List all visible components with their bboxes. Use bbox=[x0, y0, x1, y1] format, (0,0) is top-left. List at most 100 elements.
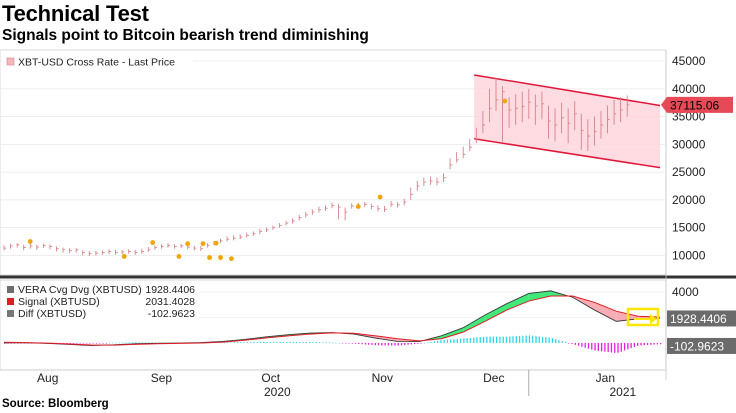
price-bar bbox=[443, 173, 446, 183]
diff-histogram-bar bbox=[610, 342, 613, 353]
diff-histogram-bar bbox=[620, 342, 622, 352]
price-bar bbox=[377, 205, 381, 212]
diff-histogram-bar bbox=[646, 342, 649, 345]
signal-marker bbox=[355, 204, 361, 209]
diff-histogram-bar bbox=[364, 342, 367, 345]
diff-histogram-bar bbox=[236, 342, 239, 343]
diff-histogram-bar bbox=[138, 342, 140, 343]
price-bar bbox=[449, 158, 453, 170]
price-bar bbox=[311, 209, 315, 215]
price-y-tick-label: 20000 bbox=[672, 193, 706, 207]
price-bar bbox=[593, 116, 597, 146]
chart-title: Technical Test bbox=[2, 1, 149, 26]
signal-marker bbox=[218, 255, 223, 260]
diff-histogram-bar bbox=[295, 341, 298, 343]
diff-histogram-bar bbox=[95, 342, 98, 344]
diff-histogram-bar bbox=[407, 342, 409, 345]
price-bar bbox=[23, 244, 26, 251]
diff-histogram-bar bbox=[82, 342, 85, 344]
x-month-label: Oct bbox=[261, 371, 280, 385]
price-bar bbox=[613, 99, 617, 125]
diff-histogram-bar bbox=[118, 342, 121, 344]
diff-histogram-bar bbox=[230, 342, 232, 343]
diff-histogram-bar bbox=[505, 336, 508, 343]
price-bar bbox=[174, 244, 177, 249]
diff-histogram-bar bbox=[322, 342, 324, 343]
last-price-value: 37115.06 bbox=[670, 98, 719, 112]
diff-histogram-bar bbox=[335, 342, 337, 344]
price-bar bbox=[88, 250, 92, 256]
diff-histogram-bar bbox=[518, 335, 521, 343]
price-bar bbox=[548, 105, 551, 139]
diff-histogram-bar bbox=[545, 337, 547, 343]
diff-histogram-bar bbox=[302, 341, 304, 343]
diff-histogram-bar bbox=[72, 342, 75, 344]
diff-histogram-bar bbox=[574, 342, 577, 345]
price-bar bbox=[370, 203, 374, 210]
diff-histogram-bar bbox=[499, 336, 501, 343]
diff-histogram-bar bbox=[587, 342, 590, 349]
price-bar bbox=[279, 223, 282, 228]
diff-histogram-bar bbox=[430, 341, 432, 343]
x-month-label: Aug bbox=[37, 371, 58, 385]
price-bar bbox=[292, 218, 295, 224]
diff-histogram-bar bbox=[69, 342, 71, 344]
diff-histogram-bar bbox=[440, 340, 442, 343]
diff-histogram-bar bbox=[305, 341, 308, 343]
diff-histogram-bar bbox=[558, 340, 560, 343]
indicator-legend-label: Signal (XBTUSD) bbox=[18, 296, 100, 308]
diff-histogram-bar bbox=[86, 342, 88, 344]
highlight-arrow bbox=[634, 314, 657, 324]
diff-histogram-bar bbox=[443, 339, 445, 343]
last-price-tag-pointer bbox=[661, 96, 667, 113]
indicator-legend-swatch bbox=[7, 298, 14, 305]
price-bar bbox=[16, 243, 20, 248]
diff-histogram-bar bbox=[594, 342, 596, 351]
vera-value-label: 1928.4406 bbox=[670, 312, 727, 326]
diff-histogram-bar bbox=[623, 342, 626, 351]
cvg-dvg-fill bbox=[485, 303, 507, 322]
price-bar bbox=[462, 146, 466, 159]
diff-histogram-bar bbox=[607, 342, 609, 353]
price-bar bbox=[416, 180, 420, 191]
price-bar bbox=[436, 177, 440, 186]
price-bar bbox=[265, 227, 269, 233]
price-bar bbox=[154, 245, 158, 250]
diff-histogram-bar bbox=[341, 342, 344, 344]
x-month-label: Jan bbox=[596, 371, 615, 385]
diff-histogram-bar bbox=[397, 342, 399, 346]
diff-histogram-bar bbox=[315, 342, 317, 343]
price-bar bbox=[600, 111, 604, 139]
price-bar bbox=[344, 207, 348, 221]
price-legend-label: XBT-USD Cross Rate - Last Price bbox=[18, 57, 175, 69]
price-bar bbox=[10, 243, 13, 249]
cvg-dvg-fill bbox=[463, 315, 486, 333]
price-bar bbox=[121, 249, 125, 255]
diff-histogram-bar bbox=[617, 342, 619, 353]
diff-histogram-bar bbox=[492, 336, 495, 343]
price-bar bbox=[220, 238, 223, 244]
diff-histogram-bar bbox=[509, 336, 511, 343]
diff-histogram-bar bbox=[361, 342, 363, 345]
signal-marker bbox=[213, 240, 219, 246]
diff-histogram-bar bbox=[102, 342, 104, 344]
diff-histogram-bar bbox=[289, 341, 291, 343]
price-bar bbox=[521, 91, 525, 123]
diff-histogram-bar bbox=[450, 339, 452, 343]
price-bar bbox=[239, 234, 243, 240]
x-month-label: Dec bbox=[483, 371, 504, 385]
price-bar bbox=[534, 94, 538, 125]
price-bar bbox=[285, 220, 289, 226]
diff-histogram-bar bbox=[122, 342, 124, 344]
price-bar bbox=[574, 101, 577, 131]
signal-marker bbox=[229, 256, 234, 262]
price-bar bbox=[108, 249, 112, 255]
diff-histogram-bar bbox=[266, 341, 268, 343]
price-bar bbox=[226, 236, 230, 242]
highlight-box bbox=[626, 307, 660, 327]
diff-histogram-bar bbox=[381, 342, 383, 346]
last-price-tag bbox=[667, 96, 733, 113]
diff-histogram-bar bbox=[463, 338, 465, 343]
price-y-tick-label: 10000 bbox=[672, 248, 706, 262]
